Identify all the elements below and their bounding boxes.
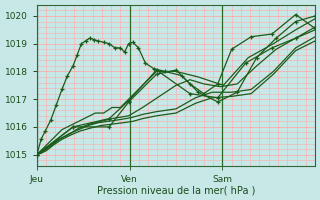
X-axis label: Pression niveau de la mer( hPa ): Pression niveau de la mer( hPa ): [97, 185, 255, 195]
